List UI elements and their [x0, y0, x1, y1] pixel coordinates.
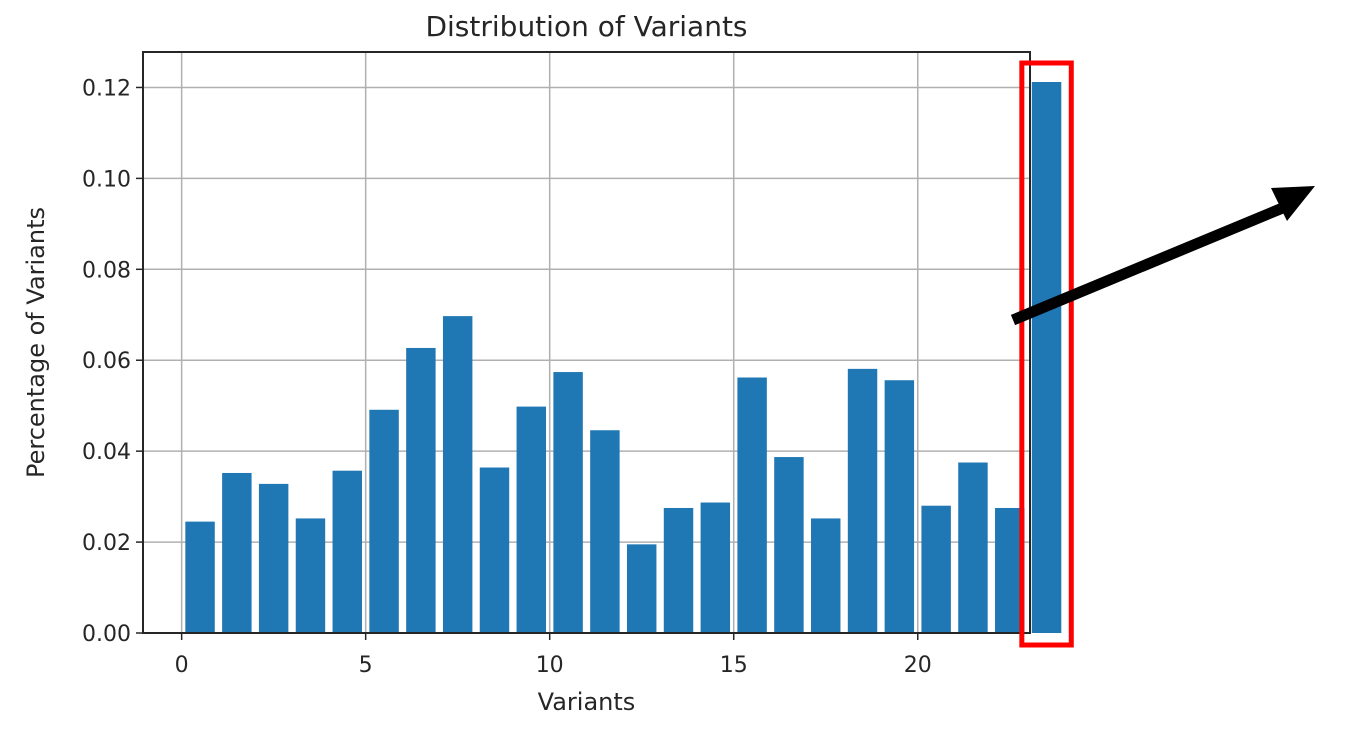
- bars: [185, 82, 1062, 633]
- y-tick-label: 0.10: [82, 167, 131, 192]
- y-tick-label: 0.08: [82, 258, 131, 283]
- bar-7: [442, 316, 473, 633]
- bar-4: [332, 470, 362, 633]
- axes-frame: [142, 51, 1031, 634]
- bar-20: [921, 505, 951, 633]
- axis-ticks: 0 5 10 15 20 0.00 0.02 0.04 0.06 0.08 0.10 0.12: [82, 76, 932, 678]
- arrow-annotation: [1010, 186, 1315, 326]
- bar-15: [737, 377, 767, 633]
- bar-10: [553, 372, 583, 633]
- x-tick-label: 20: [904, 653, 932, 678]
- bar-13: [663, 507, 694, 633]
- x-tick-label: 15: [720, 653, 748, 678]
- x-tick-label: 5: [359, 653, 373, 678]
- bar-16: [774, 457, 804, 633]
- bar-2: [258, 483, 289, 633]
- bar-9: [516, 406, 547, 633]
- y-axis-label: Percentage of Variants: [22, 207, 50, 478]
- y-tick-label: 0.06: [82, 349, 131, 374]
- y-tick-label: 0.00: [82, 622, 131, 647]
- bar-18: [847, 368, 878, 633]
- highlight-box: [1019, 60, 1074, 648]
- y-tick-label: 0.12: [82, 76, 131, 101]
- bar-3: [295, 518, 326, 633]
- bar-5: [369, 409, 399, 633]
- bar-19: [884, 380, 915, 633]
- y-tick-label: 0.04: [82, 440, 131, 465]
- bar-11: [590, 430, 620, 633]
- x-tick-label: 10: [536, 653, 564, 678]
- y-tick-label: 0.02: [82, 531, 131, 556]
- bar-6: [406, 347, 436, 633]
- bar-17: [811, 518, 841, 633]
- bar-21: [958, 462, 988, 633]
- x-axis-label: Variants: [538, 688, 636, 716]
- bar-12: [626, 544, 657, 633]
- x-tick-label: 0: [175, 653, 189, 678]
- arrow-head: [1271, 186, 1315, 221]
- arrow-shaft: [1010, 201, 1288, 326]
- chart-title: Distribution of Variants: [425, 10, 747, 43]
- bar-1: [222, 472, 252, 633]
- bar-8: [479, 467, 510, 633]
- bar-14: [700, 502, 731, 633]
- bar-0: [185, 521, 215, 633]
- bar-23: [1031, 82, 1062, 633]
